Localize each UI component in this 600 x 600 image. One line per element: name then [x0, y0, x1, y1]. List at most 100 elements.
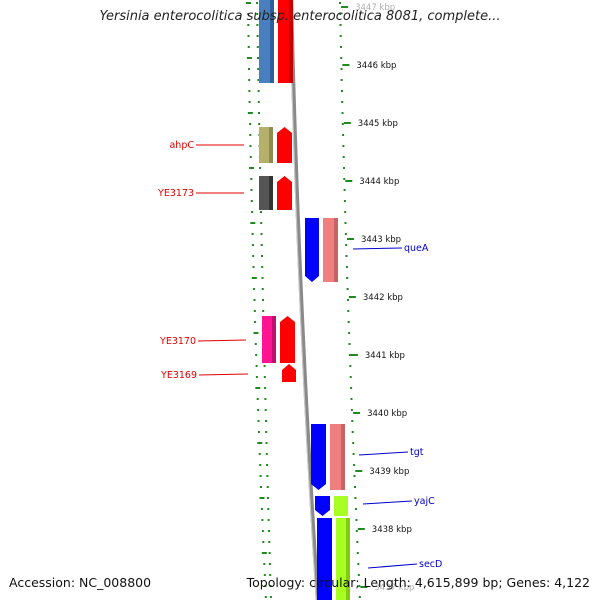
track-dot [343, 189, 346, 191]
tick-mark [343, 122, 351, 124]
track-dot [341, 123, 344, 125]
track-dot [344, 233, 347, 235]
track-dot [253, 310, 256, 312]
gene-label-secD[interactable]: secD [419, 559, 442, 570]
track-dot [264, 387, 267, 389]
cds-arrow-YE3170[interactable] [280, 316, 295, 363]
gene-block-YE3173-shade [269, 176, 273, 210]
track-dot [260, 486, 262, 488]
track-dot [352, 453, 355, 455]
track-dot [252, 266, 255, 268]
track-dot [259, 497, 265, 499]
genome-backbone [289, 0, 320, 600]
gene-block-blue-shade [270, 0, 274, 83]
gene-block-tgt-shade [341, 424, 345, 490]
track-dot [255, 387, 261, 389]
cds-block-secD[interactable] [317, 518, 332, 600]
gene-block-YE3170-shade [272, 316, 276, 363]
track-dot [267, 497, 269, 499]
tick-mark [341, 6, 349, 8]
track-dot [256, 398, 259, 400]
cds-arrow-YE3169[interactable] [282, 364, 296, 382]
track-dot [247, 112, 253, 114]
track-dot [339, 24, 342, 26]
track-dot [257, 101, 260, 103]
track-dot [254, 343, 257, 345]
track-dot [351, 431, 354, 433]
track-dot [250, 222, 256, 224]
track-dot [256, 24, 259, 26]
track-dot [350, 398, 353, 400]
tick-label: 3447 kbp [355, 3, 395, 13]
track-dot [255, 365, 258, 367]
track-dot [253, 332, 259, 334]
track-dot [255, 376, 258, 378]
track-dot [264, 398, 267, 400]
gene-block-secD-shade [346, 518, 350, 600]
track-dot [257, 409, 260, 411]
tick-label: 3442 kbp [363, 293, 403, 303]
track-dot [350, 387, 353, 389]
gene-block-ahpC-shade [269, 127, 273, 163]
track-dot [248, 79, 251, 81]
track-dot [258, 112, 260, 114]
track-dot [340, 46, 342, 48]
gene-label-yajC[interactable]: yajC [414, 496, 435, 507]
track-dot [263, 563, 266, 565]
cds-arrow-YE3173[interactable] [277, 176, 292, 210]
track-dot [340, 68, 343, 70]
gene-label-YE3173[interactable]: YE3173 [157, 188, 194, 199]
track-dot [343, 200, 346, 202]
forward-gene-leaders [352, 247, 418, 569]
track-dot [247, 35, 250, 37]
gene-label-YE3169[interactable]: YE3169 [160, 370, 197, 381]
track-dot [341, 101, 344, 103]
track-dot [260, 244, 263, 246]
track-dot [269, 596, 272, 598]
cds-arrow-yajC[interactable] [315, 496, 330, 516]
track-dot [340, 79, 343, 81]
gene-label-queA[interactable]: queA [404, 243, 429, 254]
track-dot [259, 167, 262, 169]
track-dot [265, 420, 267, 422]
track-dot [247, 24, 250, 26]
track-dot [342, 145, 345, 147]
track-dot [268, 541, 271, 543]
track-dot [346, 277, 349, 279]
gene-label-tgt[interactable]: tgt [410, 447, 424, 458]
tick-mark [348, 296, 356, 298]
track-dot [357, 574, 360, 576]
track-dot [351, 420, 354, 422]
track-dot [262, 541, 265, 543]
track-dot [249, 145, 252, 147]
track-dot [268, 563, 271, 565]
track-dot [263, 574, 266, 576]
track-dot [340, 57, 343, 59]
tick-mark [347, 238, 354, 240]
track-dot [261, 519, 264, 521]
track-dot [266, 464, 269, 466]
track-dot [261, 277, 264, 279]
gene-label-ahpC[interactable]: ahpC [169, 140, 194, 151]
track-dot [358, 596, 361, 598]
tick-mark [342, 64, 350, 66]
track-dot [246, 57, 252, 59]
track-dot [356, 552, 359, 554]
track-dot [339, 35, 342, 37]
reverse-strand-features [259, 0, 296, 382]
gene-block-yajC[interactable] [334, 496, 348, 516]
track-dot [347, 321, 350, 323]
cds-arrow-queA[interactable] [305, 218, 319, 282]
forward-strand-features [305, 218, 350, 600]
cds-arrow-tgt[interactable] [311, 424, 326, 490]
track-dot [254, 321, 257, 323]
track-dot [258, 123, 261, 125]
tick-mark [357, 528, 365, 530]
cds-arrow-ahpC[interactable] [277, 127, 292, 163]
track-dot [267, 519, 270, 521]
track-dot [262, 299, 264, 301]
track-dot [264, 596, 267, 598]
gene-label-YE3170[interactable]: YE3170 [159, 336, 196, 347]
track-dot [257, 68, 260, 70]
